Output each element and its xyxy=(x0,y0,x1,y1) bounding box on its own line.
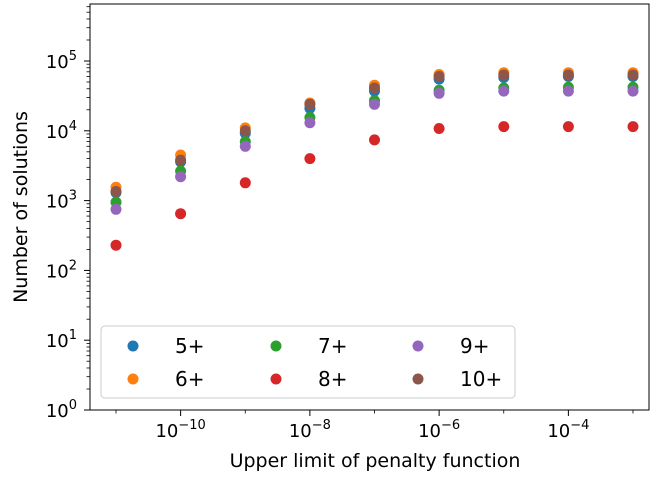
point-8plus-3 xyxy=(304,153,316,165)
point-10plus-6 xyxy=(498,69,510,81)
y-tick-base: 10 xyxy=(46,52,69,73)
x-tick-base: 10 xyxy=(155,421,178,442)
x-tick-label: 10−8 xyxy=(289,418,331,442)
point-10plus-3 xyxy=(304,98,316,110)
point-10plus-7 xyxy=(562,69,574,81)
point-9plus-8 xyxy=(627,85,639,97)
point-8plus-2 xyxy=(239,177,251,189)
point-10plus-2 xyxy=(239,125,251,137)
y-tick-label: 104 xyxy=(46,119,77,143)
point-9plus-4 xyxy=(369,98,380,110)
y-tick-exp: 5 xyxy=(69,49,77,64)
legend: 5+ 6+ 7+ 8+ 9+ 10+ xyxy=(100,325,516,399)
point-10plus-1 xyxy=(175,154,187,166)
x-tick-exp: −8 xyxy=(312,418,331,433)
x-axis-ticks: 10−10 10−8 10−6 10−4 xyxy=(115,410,634,442)
x-tick-exp: −6 xyxy=(441,418,460,433)
y-tick-base: 10 xyxy=(46,122,69,143)
legend-label: 6+ xyxy=(175,367,204,391)
y-tick-label: 103 xyxy=(46,189,77,213)
point-10plus-0 xyxy=(110,186,122,197)
legend-marker xyxy=(270,373,282,385)
y-tick-label: 101 xyxy=(46,328,77,352)
x-axis-label: Upper limit of penalty function xyxy=(230,450,521,472)
x-tick-exp: −10 xyxy=(178,418,205,433)
legend-label: 10+ xyxy=(460,367,502,391)
legend-marker xyxy=(412,340,424,352)
y-tick-label: 100 xyxy=(46,398,77,422)
point-9plus-5 xyxy=(433,87,445,99)
point-9plus-2 xyxy=(239,140,251,152)
y-axis-label: Number of solutions xyxy=(10,111,32,303)
y-tick-exp: 4 xyxy=(69,119,77,134)
point-8plus-5 xyxy=(433,123,445,134)
point-8plus-4 xyxy=(369,134,380,146)
point-9plus-1 xyxy=(175,171,187,183)
x-tick-base: 10 xyxy=(547,421,570,442)
y-tick-exp: 2 xyxy=(69,258,77,273)
point-8plus-7 xyxy=(562,121,574,133)
legend-marker xyxy=(127,373,139,385)
point-9plus-3 xyxy=(304,117,316,129)
y-tick-exp: 0 xyxy=(69,398,77,413)
point-9plus-6 xyxy=(498,85,510,97)
point-9plus-0 xyxy=(110,203,122,215)
point-8plus-1 xyxy=(175,208,187,220)
x-tick-base: 10 xyxy=(289,421,312,442)
y-tick-base: 10 xyxy=(46,401,69,422)
x-tick-label: 10−4 xyxy=(547,418,589,442)
point-8plus-8 xyxy=(627,121,639,133)
y-tick-label: 105 xyxy=(46,49,77,73)
point-10plus-8 xyxy=(627,69,639,81)
point-10plus-4 xyxy=(369,82,380,94)
legend-label: 5+ xyxy=(175,334,204,358)
y-tick-label: 102 xyxy=(46,258,77,282)
legend-label: 9+ xyxy=(460,334,489,358)
y-tick-base: 10 xyxy=(46,192,69,213)
y-tick-exp: 1 xyxy=(69,328,77,343)
point-8plus-6 xyxy=(498,121,510,133)
point-9plus-7 xyxy=(562,85,574,97)
legend-marker xyxy=(412,373,424,385)
point-10plus-5 xyxy=(433,71,445,82)
y-tick-base: 10 xyxy=(46,261,69,282)
legend-box xyxy=(100,325,516,399)
point-8plus-0 xyxy=(110,239,122,251)
y-tick-exp: 3 xyxy=(69,189,77,204)
legend-marker xyxy=(127,340,139,352)
legend-marker xyxy=(270,340,282,352)
data-points xyxy=(110,67,639,251)
x-tick-exp: −4 xyxy=(570,418,589,433)
x-tick-base: 10 xyxy=(418,421,441,442)
y-tick-base: 10 xyxy=(46,331,69,352)
x-tick-label: 10−10 xyxy=(155,418,205,442)
legend-label: 8+ xyxy=(318,367,347,391)
x-tick-label: 10−6 xyxy=(418,418,460,442)
legend-label: 7+ xyxy=(318,334,347,358)
